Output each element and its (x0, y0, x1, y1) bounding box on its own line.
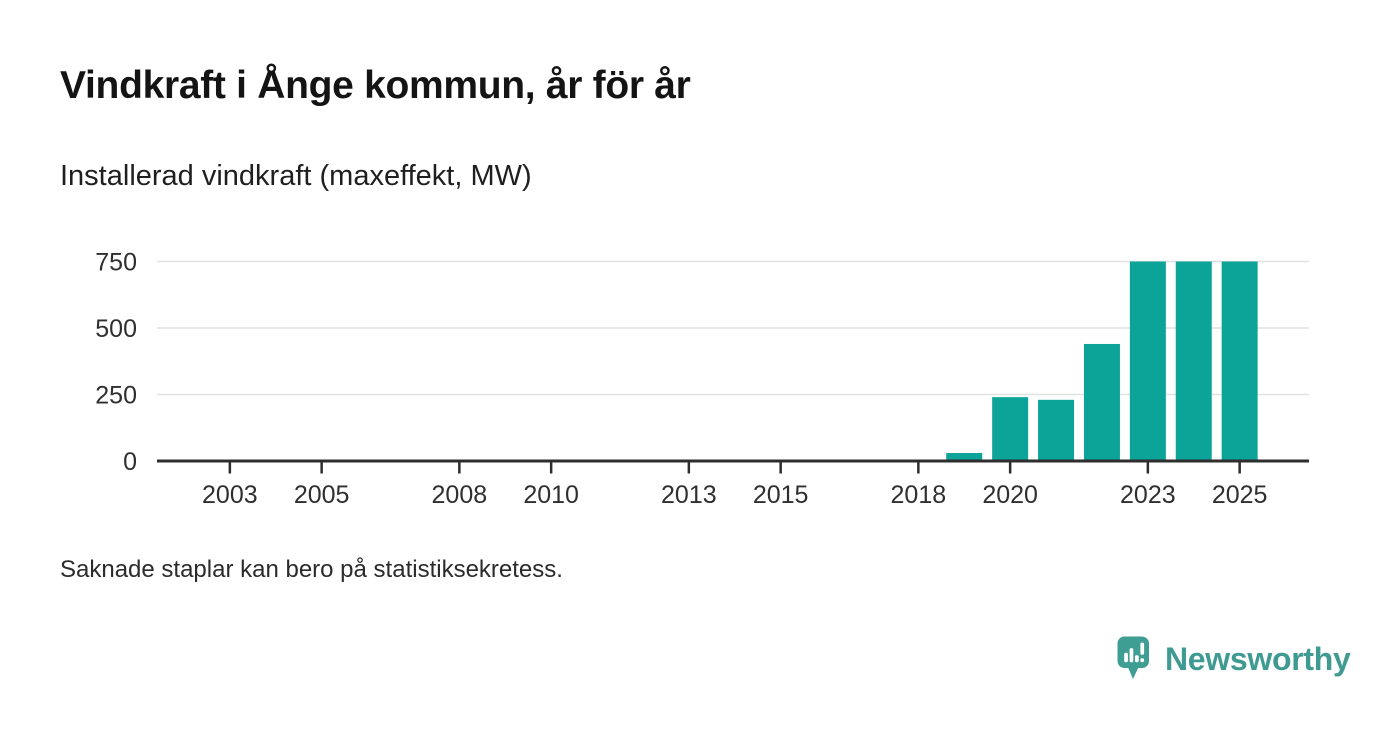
bar-2020 (992, 397, 1029, 461)
chart-subtitle: Installerad vindkraft (maxeffekt, MW) (60, 160, 532, 192)
x-tick-label-2015: 2015 (753, 481, 809, 509)
bar-2019 (946, 453, 983, 461)
x-tick-label-2025: 2025 (1212, 481, 1268, 509)
bar-2022 (1083, 343, 1120, 461)
x-tick-label-2018: 2018 (891, 481, 947, 509)
y-tick-label-250: 250 (95, 382, 137, 410)
bar-2025 (1221, 261, 1258, 461)
bar-chart: 0 250 500 750 2003 2005 2008 2010 2013 2015 2018 20… (95, 249, 1309, 509)
y-tick-label-750: 750 (95, 249, 137, 277)
x-tick-label-2020: 2020 (982, 481, 1038, 509)
newsworthy-logo-text: Newsworthy (1165, 641, 1351, 677)
bar-2021 (1038, 399, 1075, 461)
x-tick-label-2005: 2005 (294, 481, 350, 509)
x-tick-label-2010: 2010 (523, 481, 579, 509)
y-tick-label-0: 0 (123, 448, 137, 476)
bar-2023 (1129, 261, 1166, 461)
y-tick-label-500: 500 (95, 315, 137, 343)
bar-2024 (1175, 261, 1212, 461)
x-tick-label-2003: 2003 (202, 481, 258, 509)
chart-footnote: Saknade staplar kan bero på statistiksek… (60, 556, 563, 583)
newsworthy-speech-bubble-bar-chart-icon (1117, 636, 1149, 679)
x-tick-label-2008: 2008 (432, 481, 488, 509)
x-tick-label-2013: 2013 (661, 481, 717, 509)
newsworthy-logo: Newsworthy (1117, 636, 1351, 682)
chart-title: Vindkraft i Ånge kommun, år för år (60, 64, 691, 107)
x-tick-label-2023: 2023 (1120, 481, 1176, 509)
